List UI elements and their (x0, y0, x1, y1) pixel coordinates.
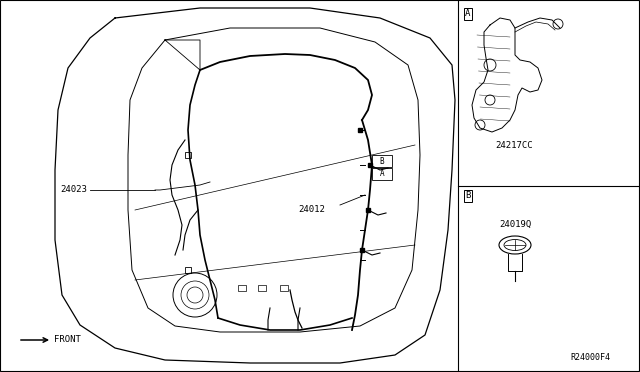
Text: R24000F4: R24000F4 (570, 353, 610, 362)
Bar (258, 285, 266, 291)
Bar (280, 285, 288, 291)
Text: A: A (380, 170, 384, 179)
Bar (372, 155, 392, 167)
Text: 24023: 24023 (60, 186, 87, 195)
Text: 24012: 24012 (298, 205, 325, 215)
Bar (238, 285, 246, 291)
Text: 24217CC: 24217CC (495, 141, 532, 150)
Bar (185, 267, 191, 273)
Text: B: B (465, 192, 470, 201)
Bar (372, 168, 392, 180)
Text: FRONT: FRONT (54, 336, 81, 344)
Text: B: B (380, 157, 384, 166)
Text: A: A (465, 10, 470, 19)
Text: 24019Q: 24019Q (499, 220, 531, 229)
Bar (185, 152, 191, 158)
